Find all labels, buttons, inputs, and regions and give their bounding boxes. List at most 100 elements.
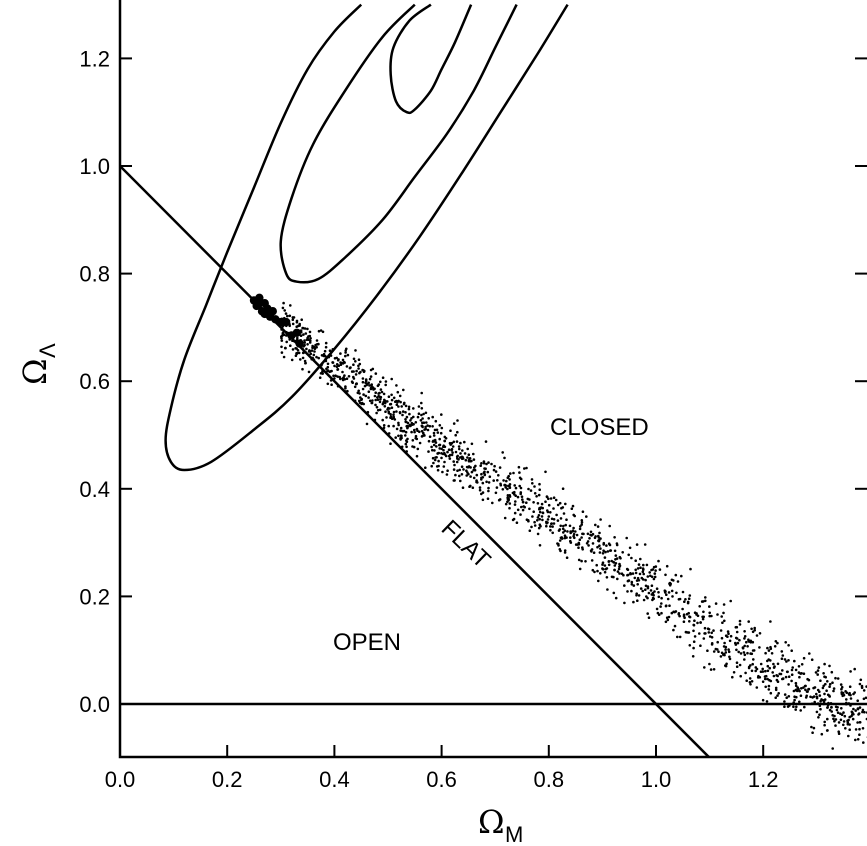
small-point bbox=[448, 457, 452, 460]
small-point bbox=[313, 350, 316, 353]
small-point bbox=[818, 704, 822, 708]
small-point bbox=[546, 510, 550, 514]
small-point bbox=[324, 341, 328, 345]
small-point bbox=[578, 527, 582, 531]
small-point bbox=[749, 639, 753, 643]
small-point bbox=[704, 599, 707, 603]
small-point bbox=[329, 354, 333, 357]
small-point bbox=[839, 683, 843, 686]
small-point bbox=[688, 644, 692, 647]
small-point bbox=[570, 507, 574, 511]
small-point bbox=[633, 576, 637, 580]
small-point bbox=[856, 738, 860, 741]
small-point bbox=[405, 415, 409, 419]
small-point bbox=[579, 525, 582, 528]
small-point bbox=[503, 456, 506, 460]
small-point bbox=[594, 523, 597, 527]
small-point bbox=[280, 336, 283, 340]
small-point bbox=[599, 518, 602, 521]
small-point bbox=[407, 405, 411, 409]
small-point bbox=[343, 374, 346, 377]
small-point bbox=[592, 551, 596, 554]
small-point bbox=[550, 517, 554, 521]
small-point bbox=[446, 450, 449, 454]
small-point bbox=[458, 447, 461, 451]
small-point bbox=[681, 590, 685, 594]
small-point bbox=[344, 385, 347, 388]
small-point bbox=[317, 329, 321, 333]
small-point bbox=[693, 611, 697, 614]
small-point bbox=[613, 536, 616, 539]
small-point bbox=[449, 429, 452, 433]
small-point bbox=[767, 649, 771, 652]
small-point bbox=[687, 631, 691, 634]
small-point bbox=[597, 579, 600, 583]
small-point bbox=[503, 483, 507, 487]
small-point bbox=[384, 383, 388, 387]
small-point bbox=[381, 402, 385, 406]
small-point bbox=[456, 430, 459, 434]
small-point bbox=[670, 589, 674, 593]
small-point bbox=[380, 390, 384, 394]
small-point bbox=[699, 621, 702, 624]
small-point bbox=[300, 318, 304, 322]
small-point bbox=[440, 456, 443, 460]
small-point bbox=[452, 422, 456, 425]
small-point bbox=[452, 479, 456, 482]
small-point bbox=[416, 415, 420, 419]
small-point bbox=[601, 561, 605, 564]
small-point bbox=[538, 507, 541, 511]
small-point bbox=[536, 519, 539, 522]
small-point bbox=[791, 666, 794, 669]
small-point bbox=[834, 718, 838, 721]
small-point bbox=[563, 529, 567, 532]
small-point bbox=[410, 421, 414, 425]
small-point bbox=[521, 500, 525, 504]
small-point bbox=[431, 448, 434, 452]
small-point bbox=[547, 503, 551, 507]
small-point bbox=[357, 358, 361, 362]
small-point bbox=[767, 684, 771, 688]
small-point bbox=[813, 700, 816, 704]
small-point bbox=[678, 597, 682, 601]
small-point bbox=[708, 605, 711, 608]
small-point bbox=[614, 562, 618, 565]
small-point bbox=[362, 402, 366, 406]
small-point bbox=[533, 520, 536, 524]
small-point bbox=[308, 334, 312, 338]
small-point bbox=[486, 470, 490, 474]
small-point bbox=[475, 473, 479, 477]
small-point bbox=[616, 570, 620, 573]
small-point bbox=[282, 355, 286, 359]
small-point bbox=[475, 479, 478, 482]
small-point bbox=[427, 450, 430, 453]
small-point bbox=[454, 433, 458, 437]
small-point bbox=[495, 486, 499, 489]
small-point bbox=[419, 419, 423, 422]
small-point bbox=[309, 337, 312, 340]
small-point bbox=[415, 437, 419, 441]
small-point bbox=[771, 671, 774, 674]
y-tick-label: 1.0 bbox=[79, 154, 110, 179]
small-point bbox=[637, 594, 641, 597]
small-point bbox=[568, 524, 572, 528]
small-point bbox=[398, 394, 402, 398]
small-point bbox=[688, 620, 691, 623]
small-point bbox=[816, 673, 819, 676]
small-point bbox=[374, 398, 378, 402]
small-point bbox=[807, 687, 811, 691]
small-point bbox=[794, 684, 798, 687]
contour-outer bbox=[164, 3, 569, 472]
small-point bbox=[507, 474, 511, 478]
small-point bbox=[719, 629, 723, 632]
small-point bbox=[728, 639, 732, 643]
small-point bbox=[842, 723, 845, 727]
small-point bbox=[818, 694, 822, 697]
small-point bbox=[318, 376, 322, 380]
small-point bbox=[501, 488, 505, 491]
small-point bbox=[457, 445, 461, 448]
small-point bbox=[669, 582, 672, 586]
small-point bbox=[454, 450, 458, 454]
small-point bbox=[344, 354, 347, 358]
small-point bbox=[716, 640, 719, 644]
